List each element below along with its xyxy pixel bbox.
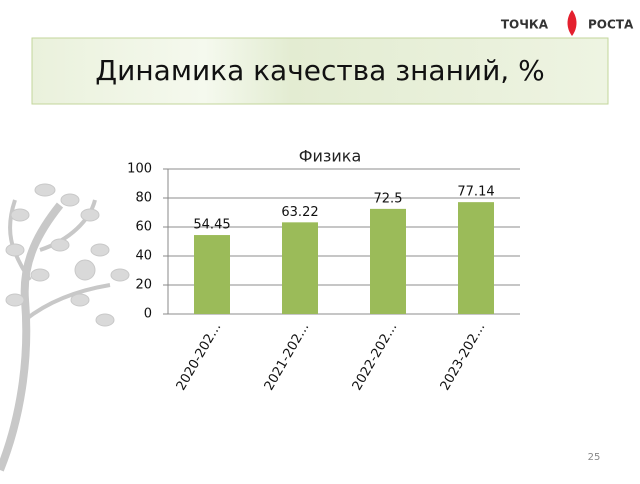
value-label: 77.14 — [457, 185, 494, 200]
chart-title: Физика — [299, 147, 362, 166]
y-tick-label: 60 — [135, 220, 152, 235]
logo: ТОЧКА РОСТА — [501, 10, 634, 36]
page-number: 25 — [588, 452, 601, 463]
x-tick-label: 2020-202… — [174, 320, 225, 393]
value-label: 54.45 — [193, 218, 230, 233]
plot: 0 20 40 60 80 100 54.45 2020-202… 63.22 2021-202…… — [127, 162, 520, 393]
x-tick-label: 2022-202… — [350, 320, 401, 393]
bar — [282, 222, 318, 314]
bar — [194, 235, 230, 314]
y-tick-label: 80 — [135, 191, 152, 206]
bar — [458, 202, 494, 314]
value-label: 72.5 — [374, 191, 403, 206]
y-tick-label: 0 — [144, 307, 152, 322]
bar — [370, 208, 406, 314]
slide-title: Динамика качества знаний, % — [95, 54, 544, 87]
value-label: 63.22 — [281, 205, 318, 220]
logo-icon — [567, 10, 577, 36]
y-tick-label: 100 — [127, 162, 152, 177]
logo-text: РОСТА — [588, 18, 634, 32]
logo-text: ТОЧКА — [501, 18, 549, 32]
tree-decoration — [0, 183, 130, 472]
y-tick-label: 20 — [135, 278, 152, 293]
x-tick-label: 2023-202… — [438, 320, 489, 393]
x-tick-label: 2021-202… — [262, 320, 313, 393]
y-tick-label: 40 — [135, 249, 152, 264]
title-box — [31, 37, 609, 105]
